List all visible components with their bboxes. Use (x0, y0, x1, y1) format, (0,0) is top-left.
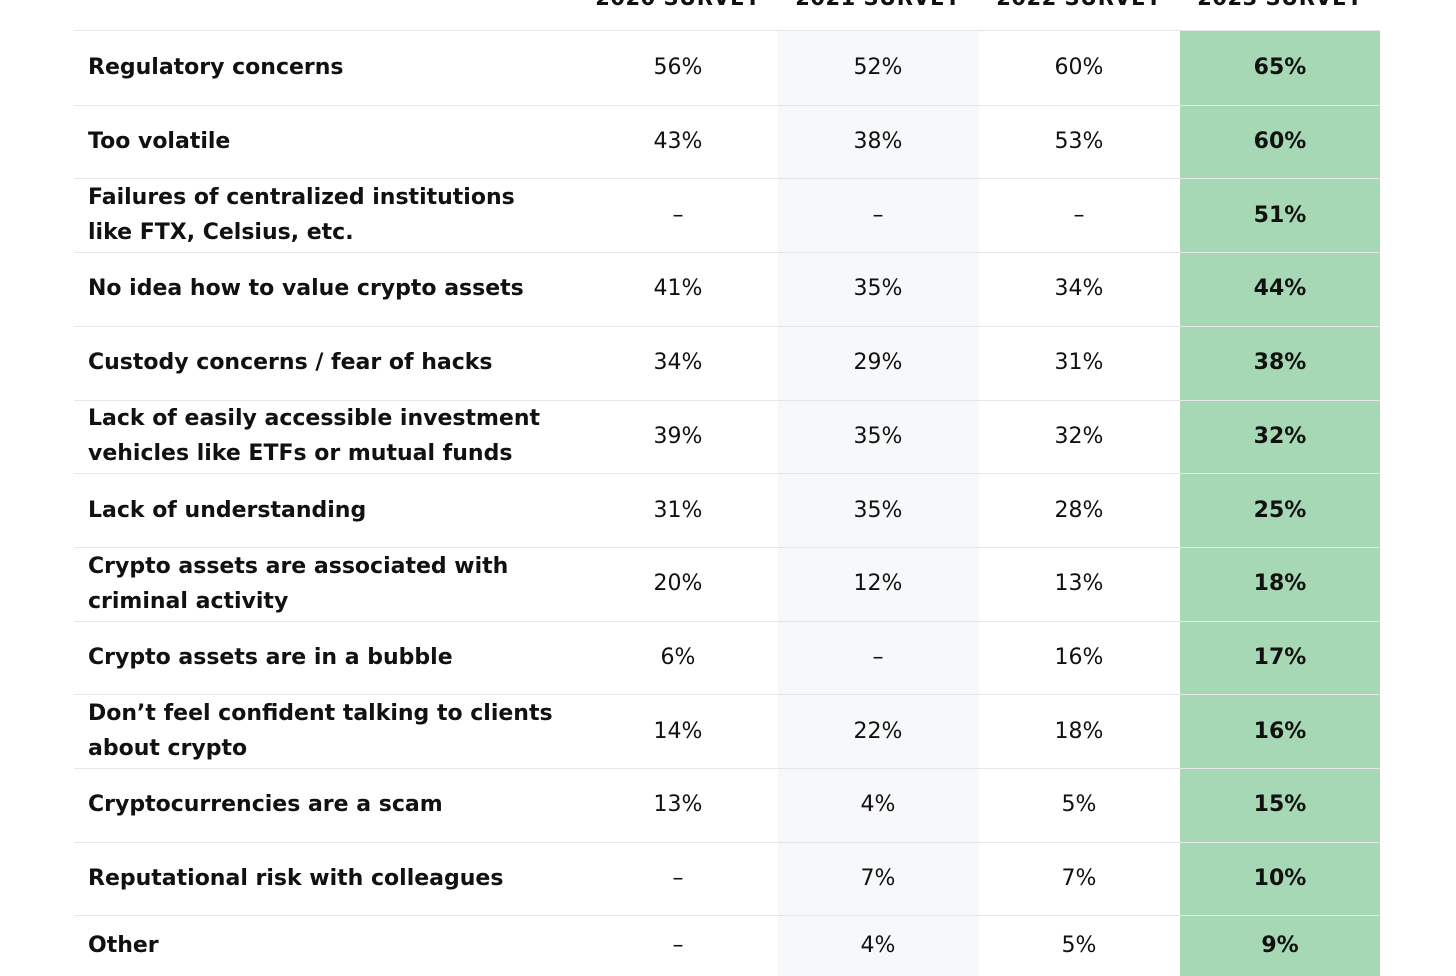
row-rule (74, 546, 1380, 548)
cell-value: 31% (1054, 350, 1104, 376)
cell-value: 35% (853, 276, 903, 302)
column-highlight (1180, 31, 1380, 976)
row-rule (74, 399, 1380, 401)
column-shade (778, 31, 979, 976)
cell-value: – (872, 644, 884, 670)
row-label: Other (88, 933, 159, 959)
row-rule (74, 178, 1380, 180)
cell-value: 29% (853, 350, 903, 376)
cell-value: 56% (653, 55, 703, 81)
cell-value: 60% (1253, 129, 1307, 155)
cell-value: – (872, 202, 884, 228)
cell-value: 44% (1253, 276, 1307, 302)
cell-value: 65% (1253, 55, 1307, 81)
cell-value: 7% (860, 866, 896, 892)
row-label: Failures of centralized institutions lik… (88, 185, 515, 246)
cell-value: 4% (860, 933, 896, 959)
cell-value: 22% (853, 718, 903, 744)
cell-value: 28% (1054, 497, 1104, 523)
cell-value: 39% (653, 423, 703, 449)
row-label: Reputational risk with colleagues (88, 866, 504, 892)
cell-value: 18% (1253, 571, 1307, 597)
cell-value: 18% (1054, 718, 1104, 744)
cell-value: – (1073, 202, 1085, 228)
row-label: Don’t feel confident talking to clients … (88, 701, 553, 762)
row-label: Crypto assets are in a bubble (88, 644, 453, 670)
cell-value: – (672, 933, 684, 959)
cell-value: 20% (653, 571, 703, 597)
row-rule (74, 620, 1380, 622)
row-rule (74, 694, 1380, 696)
row-label: Lack of understanding (88, 497, 367, 523)
cell-value: 13% (1054, 571, 1104, 597)
cell-value: 38% (1253, 350, 1307, 376)
cell-value: 35% (853, 423, 903, 449)
cell-value: 5% (1061, 792, 1097, 818)
cell-value: 13% (653, 792, 703, 818)
cell-value: 25% (1253, 497, 1307, 523)
cell-value: – (672, 202, 684, 228)
cell-value: – (672, 866, 684, 892)
cell-value: 31% (653, 497, 703, 523)
row-label: Regulatory concerns (88, 55, 344, 81)
cell-value: 32% (1054, 423, 1104, 449)
row-label: Cryptocurrencies are a scam (88, 792, 443, 818)
cell-value: 34% (653, 350, 703, 376)
cell-value: 32% (1253, 423, 1307, 449)
cell-value: 38% (853, 129, 903, 155)
cell-value: 34% (1054, 276, 1104, 302)
cell-value: 41% (653, 276, 703, 302)
cell-value: 60% (1054, 55, 1104, 81)
cell-value: 43% (653, 129, 703, 155)
row-rule (74, 325, 1380, 327)
cell-value: 16% (1253, 718, 1307, 744)
row-rule (74, 841, 1380, 843)
row-rule (74, 768, 1380, 769)
row-rule (74, 104, 1380, 106)
column-header: 2022 SURVEY (979, 0, 1179, 10)
cell-value: 9% (1261, 933, 1299, 959)
cell-value: 35% (853, 497, 903, 523)
column-header: 2020 SURVEY (578, 0, 778, 10)
row-label: Too volatile (88, 129, 231, 155)
cell-value: 10% (1253, 866, 1307, 892)
cell-value: 12% (853, 571, 903, 597)
cell-value: 52% (853, 55, 903, 81)
cell-value: 7% (1061, 866, 1097, 892)
row-label: Crypto assets are associated with crimin… (88, 553, 509, 614)
row-rule (74, 252, 1380, 254)
row-rule (74, 915, 1380, 917)
cell-value: 17% (1253, 644, 1307, 670)
cell-value: 53% (1054, 129, 1104, 155)
row-label: Lack of easily accessible investment veh… (88, 406, 541, 467)
cell-value: 6% (660, 644, 696, 670)
cell-value: 51% (1253, 202, 1307, 228)
cell-value: 14% (653, 718, 703, 744)
cell-value: 4% (860, 792, 896, 818)
row-label: No idea how to value crypto assets (88, 276, 524, 302)
row-label: Custody concerns / fear of hacks (88, 350, 493, 376)
row-rule (74, 473, 1380, 475)
column-header: 2021 SURVEY (778, 0, 978, 10)
cell-value: 15% (1253, 792, 1307, 818)
header-rule (74, 30, 1380, 31)
column-header: 2023 SURVEY (1180, 0, 1380, 10)
cell-value: 5% (1061, 933, 1097, 959)
cell-value: 16% (1054, 644, 1104, 670)
